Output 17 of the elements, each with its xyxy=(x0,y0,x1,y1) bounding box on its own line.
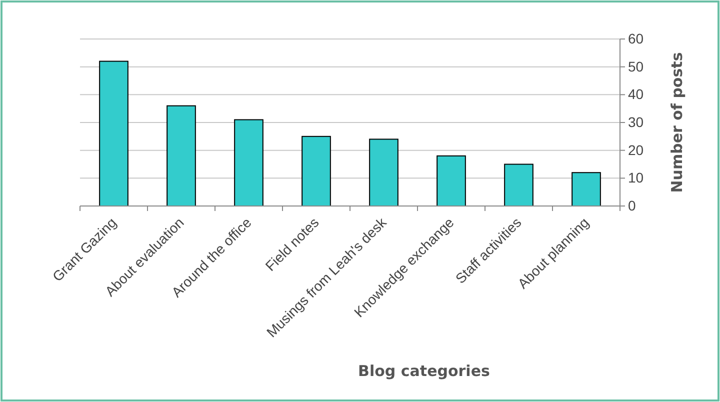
bar xyxy=(234,119,264,206)
bar xyxy=(302,136,331,206)
bar xyxy=(572,172,601,206)
y-tick-label: 0 xyxy=(628,197,636,214)
y-tick-label: 10 xyxy=(628,170,644,186)
bar xyxy=(166,105,196,206)
bar xyxy=(369,138,398,206)
y-tick-label: 60 xyxy=(628,30,644,46)
y-tick-label: 20 xyxy=(628,142,644,158)
y-tick-label: 50 xyxy=(628,58,644,74)
bar xyxy=(504,164,534,206)
bar xyxy=(436,155,466,206)
x-axis-title: Blog categories xyxy=(358,362,490,380)
y-tick-label: 30 xyxy=(628,114,644,130)
y-tick-label: 40 xyxy=(628,86,644,102)
bar xyxy=(99,60,128,206)
y-axis-title: Number of posts xyxy=(668,52,686,193)
